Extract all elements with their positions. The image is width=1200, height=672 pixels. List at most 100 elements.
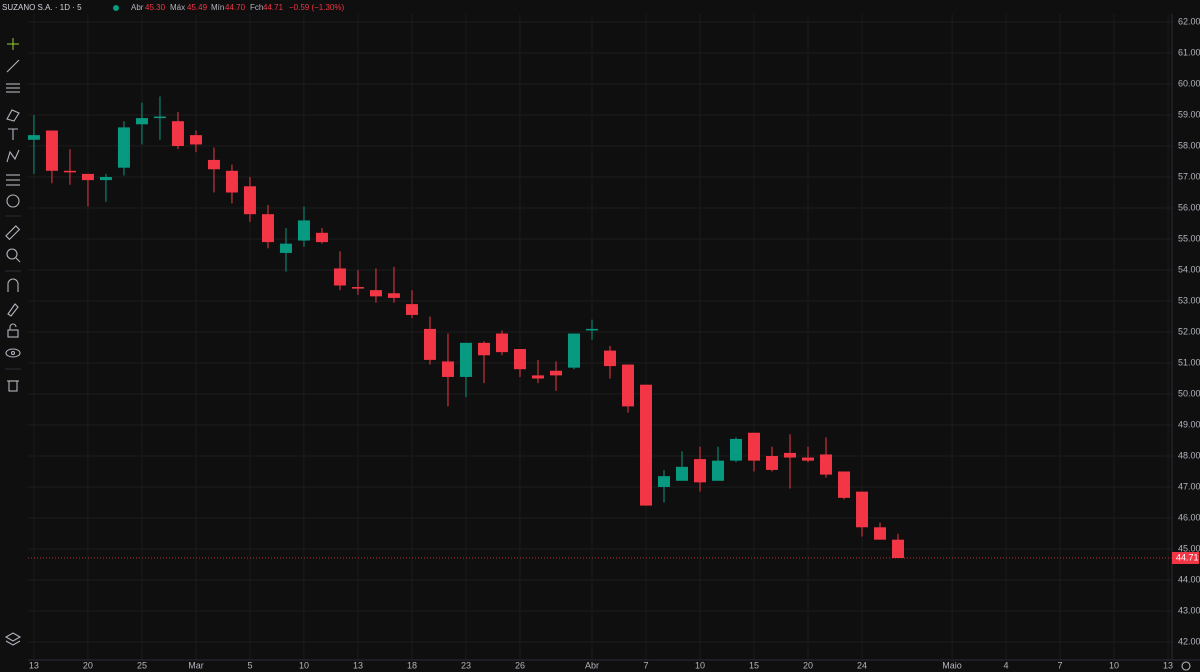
candle-body (693, 459, 706, 483)
candle-body (712, 460, 725, 481)
candle-body (621, 364, 634, 407)
candle-body (459, 342, 472, 377)
x-tick-label: 5 (247, 660, 252, 670)
candle-body (802, 457, 815, 461)
candle-body (171, 121, 184, 146)
candle-body (657, 476, 670, 487)
candle-body (441, 361, 454, 377)
change-value: −0.59 (−1.30%) (289, 3, 344, 12)
last-price-label: 44.71 (1176, 552, 1199, 562)
visibility-tool[interactable] (5, 348, 21, 358)
y-tick-label: 56.00 (1178, 202, 1200, 212)
candle-body (405, 304, 418, 315)
x-tick-label: 20 (83, 660, 93, 670)
candle-body (477, 342, 490, 356)
symbol-title[interactable]: SUZANO S.A. · 1D · 5 (2, 3, 82, 12)
x-tick-label: 18 (407, 660, 417, 670)
candle-body (531, 375, 544, 379)
y-tick-label: 59.00 (1178, 109, 1200, 119)
candle-body (675, 466, 688, 481)
low-value: 44.70 (225, 3, 246, 12)
x-tick-label: 25 (137, 660, 147, 670)
x-tick-label: 7 (1058, 660, 1063, 670)
candle-body (513, 349, 526, 370)
object-tree[interactable] (4, 632, 22, 646)
y-tick-label: 55.00 (1178, 233, 1200, 243)
x-tick-label: 10 (695, 660, 705, 670)
zoom-tool[interactable] (6, 248, 21, 263)
emoji-tool[interactable] (6, 194, 20, 208)
text-tool[interactable] (8, 128, 18, 140)
brush-tool[interactable] (6, 109, 20, 122)
x-tick-label: 26 (515, 660, 525, 670)
toolbar (4, 38, 1191, 671)
magnet-tool[interactable] (7, 278, 19, 292)
candle-body (892, 539, 905, 558)
y-tick-label: 51.00 (1178, 357, 1200, 367)
x-tick-label: 10 (299, 660, 309, 670)
x-tick-label: 7 (643, 660, 648, 670)
candle-body (387, 293, 400, 298)
candle-body (225, 170, 238, 193)
x-tick-label: 13 (353, 660, 363, 670)
trendline-tool[interactable] (6, 59, 20, 73)
fib-tool[interactable] (6, 83, 20, 93)
delete-tool[interactable] (7, 380, 19, 392)
candle-body (766, 455, 779, 470)
x-tick-label: 24 (857, 660, 867, 670)
x-tick-label: Maio (942, 660, 962, 670)
lock-draw-tool[interactable] (7, 303, 19, 317)
y-tick-label: 60.00 (1178, 78, 1200, 88)
ruler-tool[interactable] (5, 225, 21, 241)
crosshair-tool[interactable] (7, 38, 19, 50)
candle-body (585, 328, 598, 331)
prediction-tool[interactable] (6, 174, 20, 186)
candle-body (423, 328, 436, 360)
y-tick-label: 45.00 (1178, 543, 1200, 553)
candle-body (99, 176, 112, 181)
x-tick-label: 13 (29, 660, 39, 670)
candle-body (45, 130, 58, 171)
y-tick-label: 57.00 (1178, 171, 1200, 181)
last-price-tag (1172, 551, 1199, 564)
candle-body (838, 471, 851, 498)
candle-body (207, 159, 220, 170)
settings-button[interactable] (1181, 661, 1191, 671)
y-tick-label: 43.00 (1178, 605, 1200, 615)
y-tick-label: 44.00 (1178, 574, 1200, 584)
candle-body (820, 454, 833, 475)
candle-body (495, 333, 508, 353)
low-label: Mín (211, 3, 224, 12)
candle-body (567, 333, 580, 368)
lock-tool[interactable] (7, 323, 19, 338)
x-tick-label: 23 (461, 660, 471, 670)
candle-body (117, 127, 130, 168)
status-dot (113, 5, 119, 11)
pattern-tool[interactable] (6, 149, 20, 163)
y-tick-label: 54.00 (1178, 264, 1200, 274)
candle-body (730, 438, 743, 461)
y-tick-label: 50.00 (1178, 388, 1200, 398)
open-value: 45.30 (145, 3, 166, 12)
candle-body (189, 135, 202, 145)
candle-body (153, 116, 166, 119)
x-tick-label: 15 (749, 660, 759, 670)
candle-body (63, 170, 76, 173)
y-tick-label: 61.00 (1178, 47, 1200, 57)
candle-body (27, 135, 40, 140)
candles (27, 96, 1172, 559)
candle-body (297, 220, 310, 241)
x-tick-label: 10 (1109, 660, 1119, 670)
y-tick-label: 53.00 (1178, 295, 1200, 305)
candle-body (81, 173, 94, 181)
candle-body (639, 384, 652, 506)
close-value: 44.71 (263, 3, 284, 12)
y-tick-label: 48.00 (1178, 450, 1200, 460)
grid (28, 14, 1172, 660)
candle-body (549, 370, 562, 376)
high-value: 45.49 (187, 3, 208, 12)
candle-body (369, 290, 382, 297)
